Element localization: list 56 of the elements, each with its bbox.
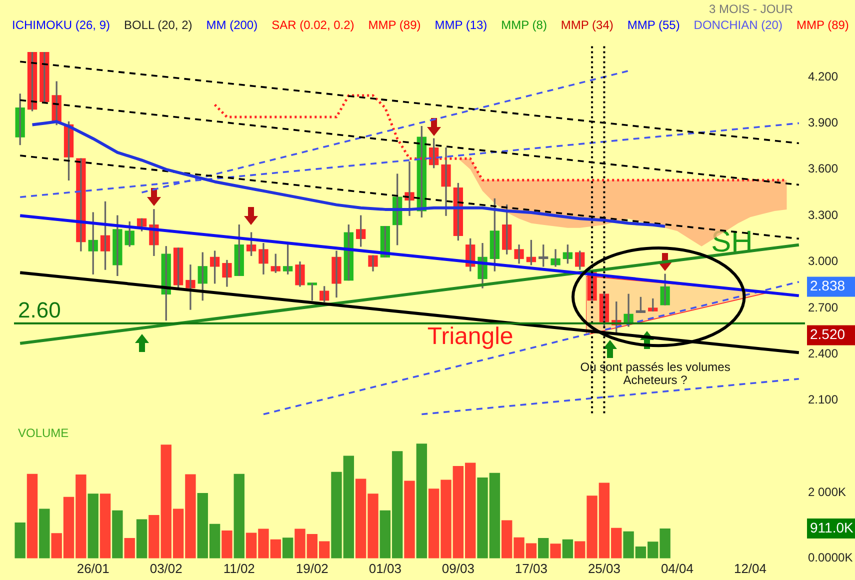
text: MMP (13) — [434, 18, 488, 32]
x-tick-label: 11/02 — [223, 560, 255, 576]
x-tick-label: 19/02 — [296, 560, 328, 576]
bar — [14, 522, 26, 558]
bar — [39, 508, 50, 558]
y-tick-label: 2 000K — [808, 484, 846, 499]
y-tick-label: 3.900 — [808, 116, 838, 130]
y-tick-label: 4.200 — [808, 69, 838, 84]
bar — [88, 494, 98, 558]
text: MM (200) — [206, 18, 258, 32]
text: 911.0K — [810, 519, 854, 536]
x-tick-label: 03/02 — [150, 560, 182, 576]
y-tick-label: 0.0000K — [808, 550, 853, 565]
bar — [538, 538, 549, 558]
bar — [112, 510, 123, 558]
chart-subtitle: 3 MOIS - JOUR — [708, 2, 793, 16]
y-tick-label: 2.100 — [808, 392, 838, 407]
bar — [26, 474, 38, 558]
x-tick-label: 26/01 — [76, 560, 110, 576]
text: ICHIMOKU (26, 9) — [12, 18, 110, 32]
y-tick-label: 2.700 — [808, 300, 838, 314]
bar — [404, 480, 415, 558]
bar — [282, 538, 294, 558]
text: MMP (34) — [560, 18, 614, 32]
bar — [416, 444, 428, 558]
text: SAR (0.02, 0.2) — [272, 18, 354, 32]
text: MMP (89) — [368, 18, 421, 32]
x-tick-label: 04/04 — [660, 560, 694, 576]
y-tick-label: 2.400 — [808, 346, 838, 361]
annotation: Où sont passés les volumes Acheteurs ? — [579, 360, 732, 388]
x-tick-label: 12/04 — [734, 560, 767, 576]
annotation: SH — [711, 225, 753, 258]
bar — [562, 539, 574, 558]
y-tick-label: 3.000 — [808, 254, 838, 268]
text: BOLL (20, 2) — [124, 18, 192, 32]
bar — [222, 530, 232, 558]
bar — [550, 544, 561, 558]
bar — [234, 474, 244, 558]
annotation: Triangle — [427, 323, 514, 350]
text: 2.520 — [810, 326, 846, 342]
text: 2.838 — [810, 278, 846, 294]
text: MMP (8) — [501, 18, 547, 32]
y-tick-label: 3.600 — [808, 162, 838, 176]
bar — [100, 494, 111, 558]
bar — [124, 538, 135, 558]
y-tick-label: 3.300 — [808, 208, 838, 222]
y-axis-title: VOLUME — [18, 426, 69, 440]
x-tick-label: 09/03 — [442, 560, 474, 576]
x-tick-label: 17/03 — [514, 560, 548, 576]
text: MMP (55) — [627, 18, 680, 32]
bar — [136, 519, 148, 558]
text: DONCHIAN (20) — [694, 18, 782, 32]
x-tick-label: 25/03 — [588, 560, 620, 576]
text: MMP (89) — [796, 18, 849, 32]
ref-line-label: 2.60 — [18, 297, 61, 322]
x-tick-label: 01/03 — [368, 560, 402, 576]
